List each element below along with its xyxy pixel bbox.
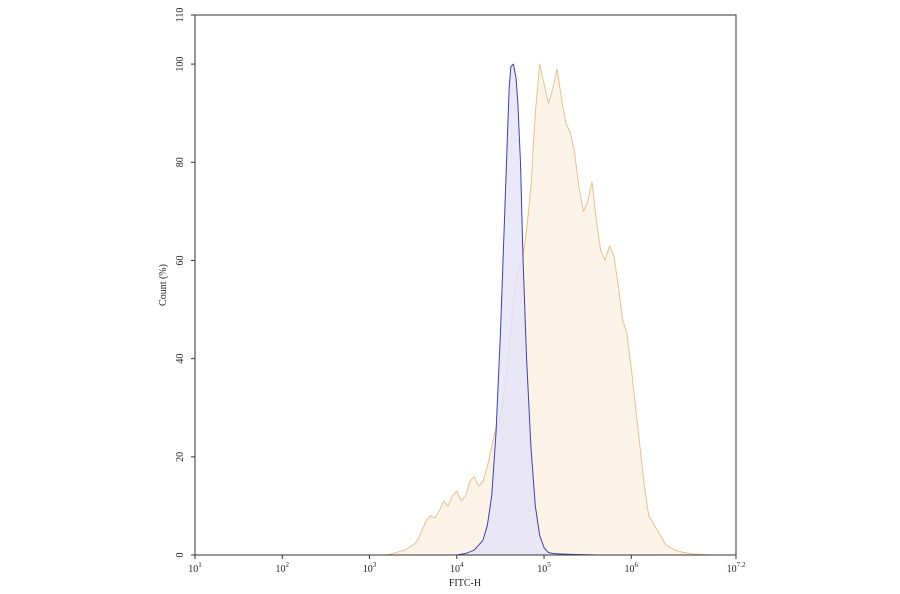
y-tick-label: 40 (175, 354, 186, 364)
x-tick-label: 105 (537, 561, 551, 575)
y-axis-title: Count (%) (158, 264, 169, 306)
y-tick-label: 100 (175, 57, 186, 72)
y-axis-ticks: 0 20 40 60 80 100 110 (175, 8, 195, 558)
x-tick-label: 104 (450, 561, 464, 575)
x-axis-title: FITC-H (449, 578, 481, 589)
x-tick-label: 106 (625, 561, 639, 575)
y-tick-label: 20 (175, 452, 186, 462)
series-0-area (456, 63, 597, 556)
series-1-area (386, 63, 711, 556)
x-tick-label: 103 (363, 561, 377, 575)
x-tick-label: 107.2 (727, 561, 746, 575)
x-tick-label: 102 (276, 561, 290, 575)
y-tick-label: 60 (175, 255, 186, 265)
plot-frame (194, 14, 737, 556)
y-tick-label: 0 (175, 553, 186, 558)
series-group (386, 63, 711, 556)
x-axis-ticks: 101 102 103 104 105 106 107.2 (188, 555, 746, 575)
x-tick-label: 101 (188, 561, 202, 575)
y-tick-label: 80 (175, 157, 186, 167)
y-tick-label: 110 (175, 8, 186, 23)
